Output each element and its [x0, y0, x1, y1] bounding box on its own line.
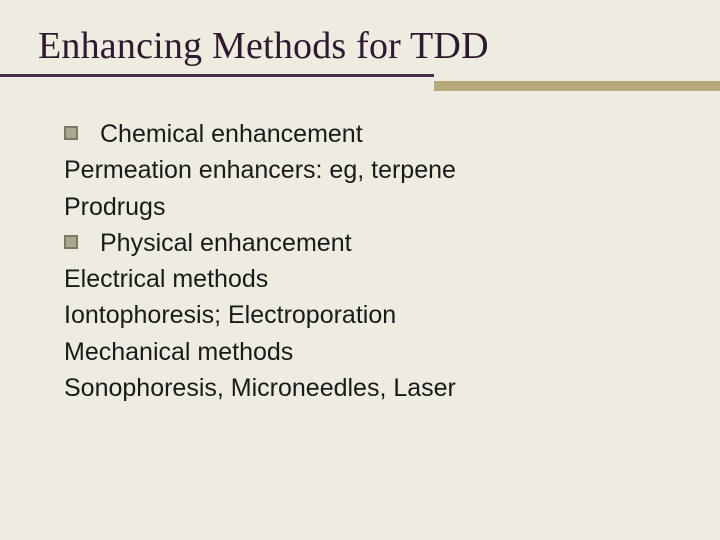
body-line: Sonophoresis, Microneedles, Laser	[64, 370, 682, 406]
line-text: Physical enhancement	[100, 225, 352, 261]
square-bullet-icon	[64, 235, 78, 249]
line-text: Prodrugs	[64, 189, 165, 225]
line-text: Permeation enhancers: eg, terpene	[64, 152, 456, 188]
line-text: Mechanical methods	[64, 334, 293, 370]
line-text: Chemical enhancement	[100, 116, 363, 152]
slide-body: Chemical enhancementPermeation enhancers…	[38, 110, 682, 406]
body-line: Iontophoresis; Electroporation	[64, 297, 682, 333]
divider-short	[434, 81, 720, 91]
title-divider	[38, 74, 682, 92]
body-line: Electrical methods	[64, 261, 682, 297]
square-bullet-icon	[64, 126, 78, 140]
line-text: Sonophoresis, Microneedles, Laser	[64, 370, 456, 406]
body-line: Prodrugs	[64, 189, 682, 225]
bullet-line: Physical enhancement	[64, 225, 682, 261]
line-text: Iontophoresis; Electroporation	[64, 297, 396, 333]
line-text: Electrical methods	[64, 261, 268, 297]
bullet-line: Chemical enhancement	[64, 116, 682, 152]
divider-long	[0, 74, 434, 77]
slide-title: Enhancing Methods for TDD	[38, 24, 682, 68]
body-line: Permeation enhancers: eg, terpene	[64, 152, 682, 188]
body-line: Mechanical methods	[64, 334, 682, 370]
slide: Enhancing Methods for TDD Chemical enhan…	[0, 0, 720, 540]
